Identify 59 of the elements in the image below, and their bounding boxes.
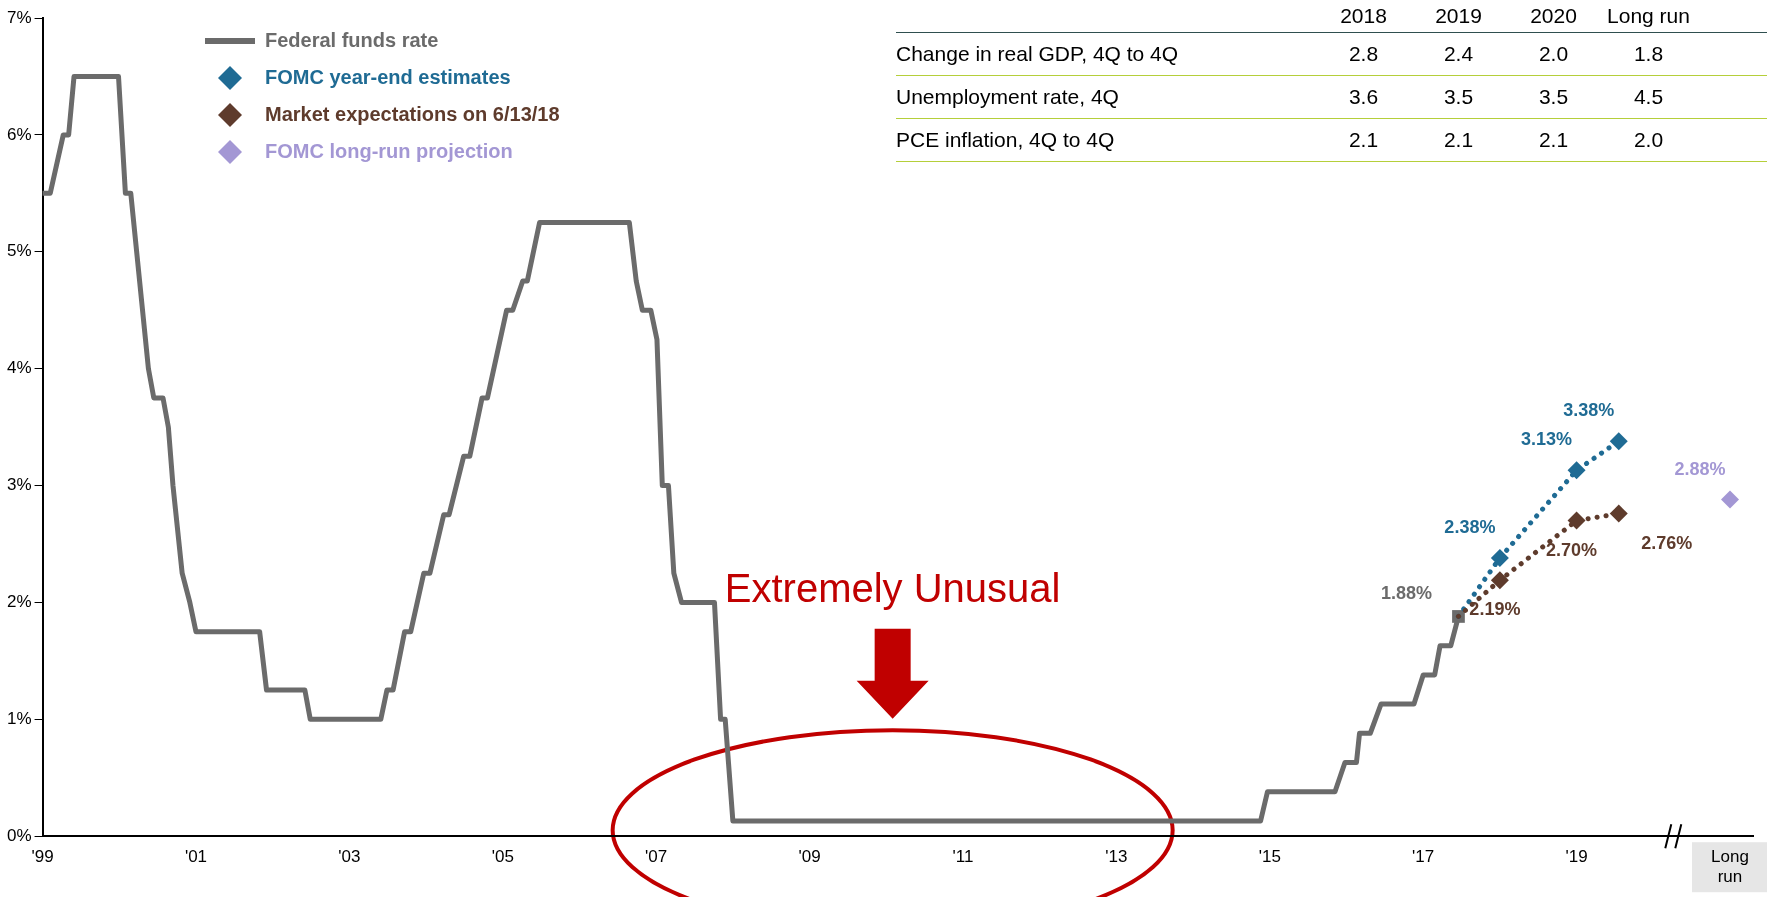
annotation: 2020 — [1529, 4, 1578, 28]
annotation: 3.5 — [1442, 85, 1475, 109]
data-label: 2.88% — [1674, 458, 1726, 479]
x-tick-label: '09 — [798, 847, 821, 867]
x-tick-label: '01 — [184, 847, 208, 867]
annotation: PCE inflation, 4Q to 4Q — [896, 128, 1116, 152]
point — [1720, 490, 1739, 509]
x-tick-label: '99 — [31, 847, 54, 867]
x-tick-label: '13 — [1105, 847, 1128, 867]
annotation: 2019 — [1434, 4, 1483, 28]
x-tick-label: '07 — [645, 847, 668, 867]
x-tick-label: '05 — [491, 847, 514, 867]
x-tick-label: '17 — [1412, 847, 1435, 867]
point — [1490, 571, 1509, 590]
y-tick-label: 3% — [6, 475, 32, 495]
data-label: 2.38% — [1444, 516, 1496, 537]
point — [1609, 432, 1628, 451]
data-label: 3.38% — [1563, 400, 1615, 421]
data-label: 3.13% — [1521, 429, 1573, 450]
legend-label: Market expectations on 6/13/18 — [265, 103, 560, 126]
y-tick-label: 0% — [6, 825, 32, 845]
legend-label: FOMC year-end estimates — [265, 66, 511, 89]
annotation: 4.5 — [1632, 85, 1665, 109]
x-tick-label: '15 — [1258, 847, 1281, 867]
annotation: 2018 — [1339, 4, 1388, 28]
annotation: 2.1 — [1347, 128, 1380, 152]
annotation: 2.0 — [1632, 128, 1665, 152]
data-label: 1.88% — [1380, 583, 1432, 604]
annotation: 2.1 — [1442, 128, 1475, 152]
legend-label: Federal funds rate — [265, 29, 439, 52]
point — [1609, 504, 1628, 523]
data-label: 2.70% — [1546, 539, 1598, 560]
y-tick-label: 7% — [6, 7, 32, 27]
y-tick-label: 2% — [6, 592, 32, 612]
annotation: Change in real GDP, 4Q to 4Q — [896, 42, 1180, 66]
x-tick-label: '11 — [952, 847, 974, 867]
annotation: Unemployment rate, 4Q — [896, 85, 1120, 109]
annotation: 3.5 — [1537, 85, 1570, 109]
annotation: 2.1 — [1537, 128, 1570, 152]
x-tick-label: '19 — [1565, 847, 1588, 867]
legend-label: FOMC long-run projection — [265, 140, 513, 163]
data-label: 2.19% — [1469, 599, 1521, 620]
y-tick-label: 1% — [6, 709, 32, 728]
annotation: 2.8 — [1347, 42, 1380, 66]
y-tick-label: 5% — [6, 241, 32, 261]
annotation: Long run — [1606, 4, 1691, 28]
x-tick-label: Long run — [1711, 847, 1749, 887]
annotation: 1.8 — [1632, 42, 1665, 66]
data-label: 2.76% — [1641, 532, 1693, 553]
annotation: 2.4 — [1442, 42, 1475, 66]
point — [1490, 549, 1509, 568]
y-tick-label: 4% — [6, 358, 32, 378]
annotation: 2.0 — [1537, 42, 1570, 66]
point — [1567, 511, 1586, 530]
annotation: 3.6 — [1347, 85, 1380, 109]
annotation: Extremely Unusual — [724, 565, 1061, 610]
point — [1567, 461, 1586, 480]
x-tick-label: '03 — [338, 847, 361, 867]
y-tick-label: 6% — [6, 124, 32, 144]
